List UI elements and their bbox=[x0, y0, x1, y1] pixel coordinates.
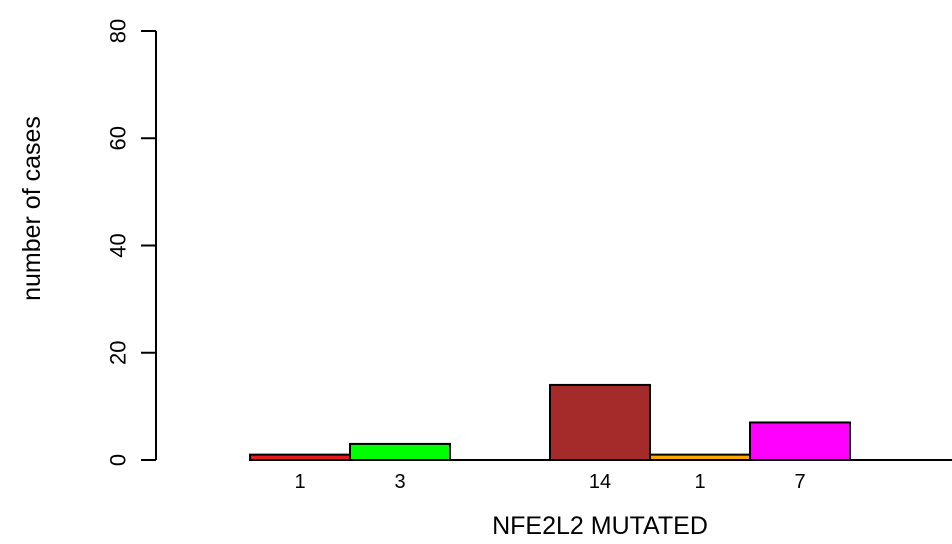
bar-value-label-2: 3 bbox=[394, 471, 405, 493]
y-tick-label-3: 60 bbox=[106, 126, 131, 150]
bar-6 bbox=[749, 421, 851, 461]
bar-value-label-6: 7 bbox=[794, 471, 805, 493]
y-tick-label-1: 20 bbox=[106, 341, 131, 365]
x-axis-title: NFE2L2 MUTATED bbox=[492, 512, 708, 540]
data-labels: 1 3 14 1 7 bbox=[294, 471, 805, 493]
y-tick-label-4: 80 bbox=[106, 19, 131, 43]
bar-4 bbox=[549, 383, 651, 461]
y-tick-label-2: 40 bbox=[106, 233, 131, 257]
bar-value-label-5: 1 bbox=[694, 471, 705, 493]
y-axis-title: number of cases bbox=[18, 116, 46, 301]
y-ticks: 0 20 40 60 80 bbox=[106, 19, 156, 466]
bar-value-label-1: 1 bbox=[294, 471, 305, 493]
bar-2 bbox=[349, 442, 451, 462]
bars bbox=[249, 383, 851, 462]
y-tick-label-0: 0 bbox=[106, 454, 131, 466]
bar-value-label-4: 14 bbox=[589, 471, 611, 493]
